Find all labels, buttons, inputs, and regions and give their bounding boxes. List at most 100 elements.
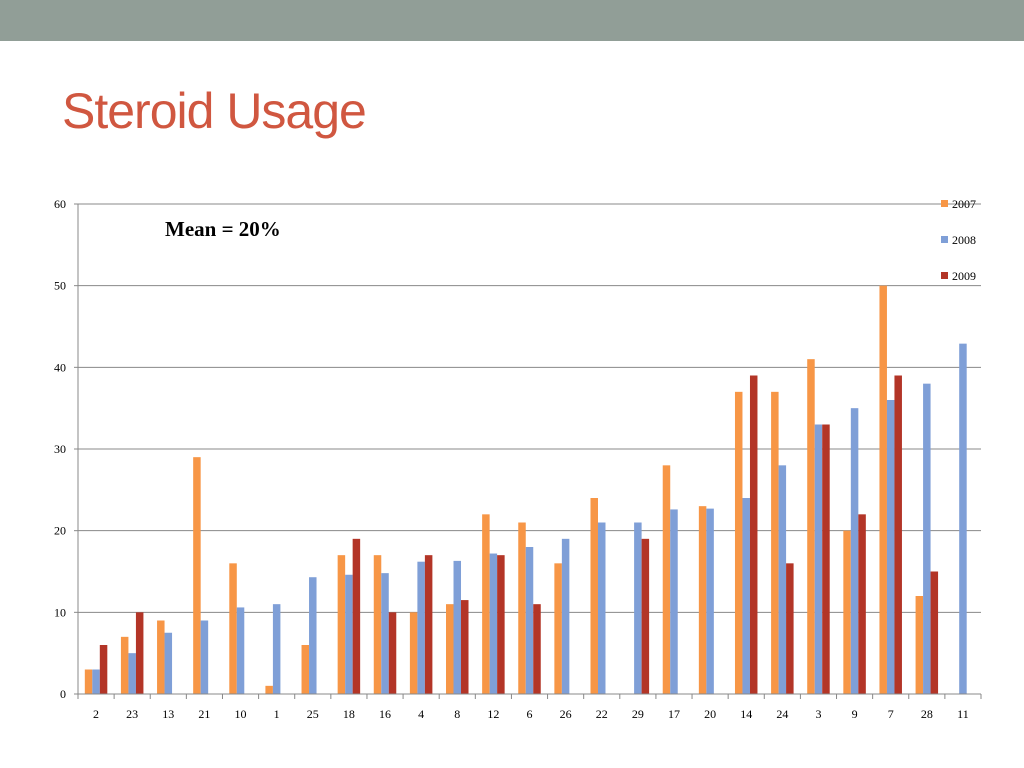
bar-2008-13 [164,632,173,694]
x-tick-label: 12 [487,707,499,721]
x-tick-label: 1 [274,707,280,721]
bar-2008-22 [597,522,606,694]
legend-swatch-2009 [941,272,948,279]
x-tick-label: 6 [527,707,533,721]
x-tick-label: 14 [740,707,752,721]
x-tick-label: 24 [776,707,788,721]
bar-2007-10 [229,563,237,694]
bar-2009-16 [388,612,397,694]
legend-label-2008: 2008 [952,233,976,247]
bar-2007-20 [698,506,707,694]
bar-2007-2 [84,669,93,694]
legend-swatch-2008 [941,236,948,243]
x-tick-label: 3 [815,707,821,721]
axes: 0 10 20 30 40 50 60 2 23 13 21 10 1 25 18 16 4 8 12 6 26 22 29… [54,197,982,721]
bar-2007-7 [879,285,887,694]
x-tick-label: 13 [162,707,174,721]
bar-2007-12 [482,514,490,694]
bars [84,285,967,694]
bar-2007-13 [157,620,165,694]
y-tick-label: 40 [54,360,66,374]
bar-2008-16 [381,573,389,694]
bar-2008-8 [453,560,462,694]
slide-title: Steroid Usage [62,83,367,139]
x-tick-label: 18 [343,707,355,721]
bar-2008-24 [778,465,787,694]
x-tick-label: 9 [852,707,858,721]
bar-2008-9 [850,408,859,694]
x-tick-label: 8 [454,707,460,721]
bar-2009-24 [786,563,794,694]
x-tick-label: 7 [888,707,894,721]
bar-2008-18 [345,574,353,694]
y-tick-label: 20 [54,524,66,538]
x-tick-label: 4 [418,707,424,721]
bar-2008-21 [200,620,209,694]
bar-2008-10 [236,607,245,694]
bar-2008-29 [634,522,642,694]
y-tick-label: 60 [54,197,66,211]
y-tick-label: 10 [54,605,66,619]
bar-2009-7 [894,375,902,694]
bar-2007-3 [807,359,815,694]
x-tick-label: 21 [198,707,210,721]
bar-2008-12 [489,553,498,694]
x-tick-label: 16 [379,707,391,721]
x-tick-label: 11 [957,707,969,721]
y-tick-label: 50 [54,279,66,293]
bar-2008-2 [92,669,100,694]
legend-label-2009: 2009 [952,269,976,283]
bar-2007-1 [265,685,273,694]
bar-2009-14 [749,375,758,694]
legend-swatch-2007 [941,200,948,207]
mean-annotation: Mean = 20% [165,217,281,241]
bar-2008-26 [561,538,570,694]
bar-2009-18 [352,538,361,694]
bar-2007-22 [590,498,598,694]
bar-2008-17 [670,509,678,694]
bar-2007-25 [301,645,310,694]
bar-2008-20 [706,508,714,694]
bar-2009-28 [930,571,939,694]
bar-2008-7 [886,400,895,694]
bar-2008-14 [742,498,750,694]
bar-2008-11 [959,343,967,694]
bar-2007-18 [337,555,346,694]
bar-2008-28 [923,383,931,694]
bar-2007-23 [120,636,129,694]
bar-2009-23 [135,612,144,694]
bar-2007-17 [662,465,671,694]
legend: 2007 2008 2009 [941,197,976,283]
legend-label-2007: 2007 [952,197,976,211]
bar-2007-8 [446,604,454,694]
x-tick-label: 2 [93,707,99,721]
x-tick-label: 25 [307,707,319,721]
slide-top-bar [0,0,1024,41]
bar-2008-23 [128,653,136,694]
bar-2009-12 [497,555,505,694]
x-tick-label: 20 [704,707,716,721]
x-tick-label: 17 [668,707,680,721]
bar-2009-29 [641,538,650,694]
bar-2009-2 [99,645,108,694]
bar-2009-4 [424,555,433,694]
bar-2008-4 [417,561,425,694]
x-tick-label: 28 [921,707,933,721]
bar-2008-6 [525,547,534,694]
bar-2008-25 [309,577,317,694]
x-tick-label: 29 [632,707,644,721]
bar-2009-3 [822,424,830,694]
bar-2007-26 [554,563,562,694]
bar-2008-1 [272,604,281,694]
y-tick-label: 0 [60,687,66,701]
bar-2009-9 [858,514,866,694]
x-tick-label: 23 [126,707,138,721]
bar-2007-28 [915,596,924,694]
bar-2008-3 [814,424,823,694]
x-tick-label: 22 [596,707,608,721]
y-tick-label: 30 [54,442,66,456]
bar-2007-24 [771,391,779,694]
bar-2009-6 [533,604,541,694]
bar-2007-4 [409,612,418,694]
